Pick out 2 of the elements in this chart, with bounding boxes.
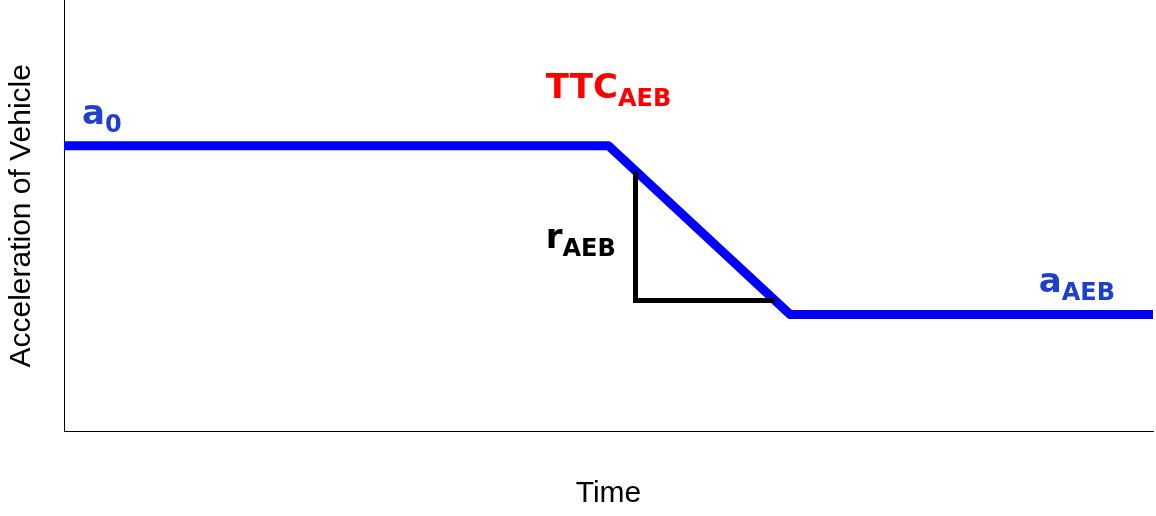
- x-axis-title: Time: [575, 475, 642, 509]
- y-axis-title: Acceleration of Vehicle: [3, 64, 37, 368]
